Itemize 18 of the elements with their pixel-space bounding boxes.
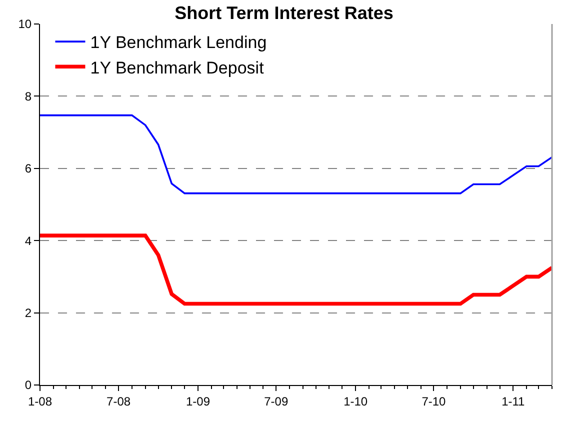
- legend-label: 1Y Benchmark Deposit: [90, 58, 264, 78]
- x-tick-label: 7-08: [106, 394, 131, 408]
- x-tick-label: 7-10: [422, 394, 446, 408]
- chart-title: Short Term Interest Rates: [174, 2, 394, 23]
- x-tick-label: 1-10: [344, 394, 368, 408]
- legend-label: 1Y Benchmark Lending: [90, 33, 267, 52]
- y-tick-label: 4: [24, 234, 32, 248]
- x-tick-label: 1-11: [502, 394, 526, 408]
- line-series: [40, 114, 552, 194]
- x-tick-label: 1-08: [28, 394, 52, 408]
- y-tick-label: 2: [24, 306, 32, 320]
- y-tick-label: 0: [24, 378, 32, 392]
- y-tick-label: 6: [24, 162, 32, 176]
- x-tick-label: 1-09: [186, 394, 210, 408]
- x-tick-label: 7-09: [264, 394, 288, 408]
- y-tick-label: 8: [24, 89, 32, 104]
- y-tick-label: 10: [18, 17, 32, 32]
- line-series: [40, 234, 552, 306]
